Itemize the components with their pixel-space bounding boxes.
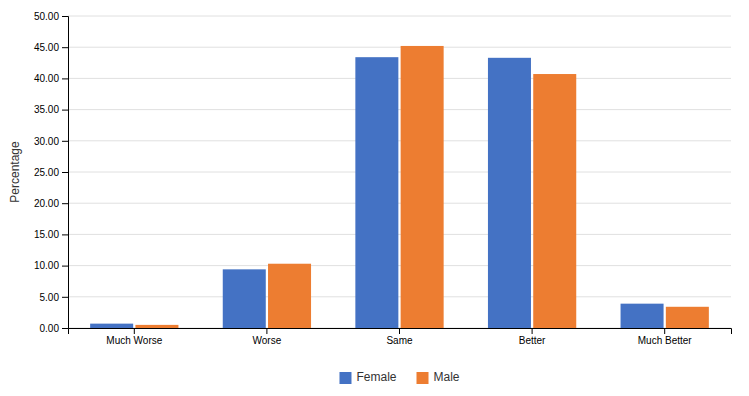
bar xyxy=(268,264,311,328)
tick: 0.00 xyxy=(40,323,68,334)
y-axis: 0.00 5.00 10.00 15.00 20.00 25.00 30.00 35.00 40… xyxy=(34,11,69,334)
tick-mark xyxy=(664,328,665,334)
tick-mark xyxy=(62,110,68,111)
legend-swatch xyxy=(339,372,351,384)
legend: Female Male xyxy=(339,370,459,384)
tick-label: Much Better xyxy=(638,335,693,346)
tick: Worse xyxy=(253,328,282,346)
grid-line xyxy=(68,109,731,110)
bar xyxy=(666,307,709,328)
bar xyxy=(90,324,133,328)
tick: 30.00 xyxy=(34,136,68,147)
tick-mark xyxy=(62,328,68,329)
tick-label: 50.00 xyxy=(34,11,59,22)
tick-mark xyxy=(62,203,68,204)
tick-mark xyxy=(62,78,68,79)
tick: 50.00 xyxy=(34,11,68,22)
tick: 25.00 xyxy=(34,167,68,178)
bar-series xyxy=(135,46,708,328)
bar xyxy=(488,58,531,328)
axis-line xyxy=(62,17,69,329)
tick-mark xyxy=(62,172,68,173)
tick-mark xyxy=(62,266,68,267)
legend-label: Male xyxy=(434,370,460,384)
bar xyxy=(223,269,266,328)
tick-mark xyxy=(62,16,68,17)
tick-label: 25.00 xyxy=(34,167,59,178)
grid-line xyxy=(68,47,731,48)
tick-label: 30.00 xyxy=(34,136,59,147)
tick-mark xyxy=(62,141,68,142)
legend-item: Male xyxy=(417,370,460,384)
tick-label: 5.00 xyxy=(40,292,60,303)
chart: 0.00 5.00 10.00 15.00 20.00 25.00 30.00 35.00 40… xyxy=(0,0,749,396)
bar xyxy=(135,325,178,328)
tick-mark xyxy=(532,328,533,334)
grid xyxy=(68,16,731,328)
bar xyxy=(621,304,664,328)
tick-mark xyxy=(266,328,267,334)
x-axis: Much Worse Worse Same Better Much Better xyxy=(69,328,732,346)
tick: Much Better xyxy=(638,328,693,346)
grid-line xyxy=(68,203,731,204)
tick-label: 40.00 xyxy=(34,73,59,84)
bar xyxy=(533,74,576,328)
tick: 5.00 xyxy=(40,292,68,303)
tick-mark xyxy=(134,328,135,334)
legend-item: Female xyxy=(339,370,396,384)
grid-line xyxy=(68,296,731,297)
tick: Much Worse xyxy=(106,328,162,346)
axis-line xyxy=(69,329,732,335)
tick: 10.00 xyxy=(34,260,68,271)
grid-line xyxy=(68,172,731,173)
tick-mark xyxy=(62,297,68,298)
grid-line xyxy=(68,234,731,235)
tick-label: 0.00 xyxy=(40,323,60,334)
tick-mark xyxy=(62,47,68,48)
grid-line xyxy=(68,265,731,266)
tick: 40.00 xyxy=(34,73,68,84)
tick-label: 20.00 xyxy=(34,198,59,209)
tick: 45.00 xyxy=(34,42,68,53)
plot: 0.00 5.00 10.00 15.00 20.00 25.00 30.00 35.00 40… xyxy=(34,11,732,346)
tick: Same xyxy=(386,328,413,346)
grid-line xyxy=(68,16,731,17)
chart-container: 0.00 5.00 10.00 15.00 20.00 25.00 30.00 35.00 40… xyxy=(0,0,749,396)
tick-label: 10.00 xyxy=(34,260,59,271)
tick: 20.00 xyxy=(34,198,68,209)
tick: 15.00 xyxy=(34,229,68,240)
y-axis-title: Percentage xyxy=(8,141,22,203)
legend-swatch xyxy=(417,372,429,384)
tick-mark xyxy=(399,328,400,334)
tick-label: 35.00 xyxy=(34,104,59,115)
tick-label: 45.00 xyxy=(34,42,59,53)
grid-line xyxy=(68,78,731,79)
bar xyxy=(355,57,398,328)
tick-label: Same xyxy=(386,335,413,346)
bar xyxy=(401,46,444,328)
tick-label: Better xyxy=(519,335,546,346)
tick-label: Worse xyxy=(253,335,282,346)
tick-label: 15.00 xyxy=(34,229,59,240)
tick: 35.00 xyxy=(34,104,68,115)
bars xyxy=(90,46,709,328)
tick: Better xyxy=(519,328,546,346)
bar-series xyxy=(90,57,663,328)
legend-label: Female xyxy=(356,370,396,384)
tick-label: Much Worse xyxy=(106,335,162,346)
grid-line xyxy=(68,140,731,141)
tick-mark xyxy=(62,234,68,235)
